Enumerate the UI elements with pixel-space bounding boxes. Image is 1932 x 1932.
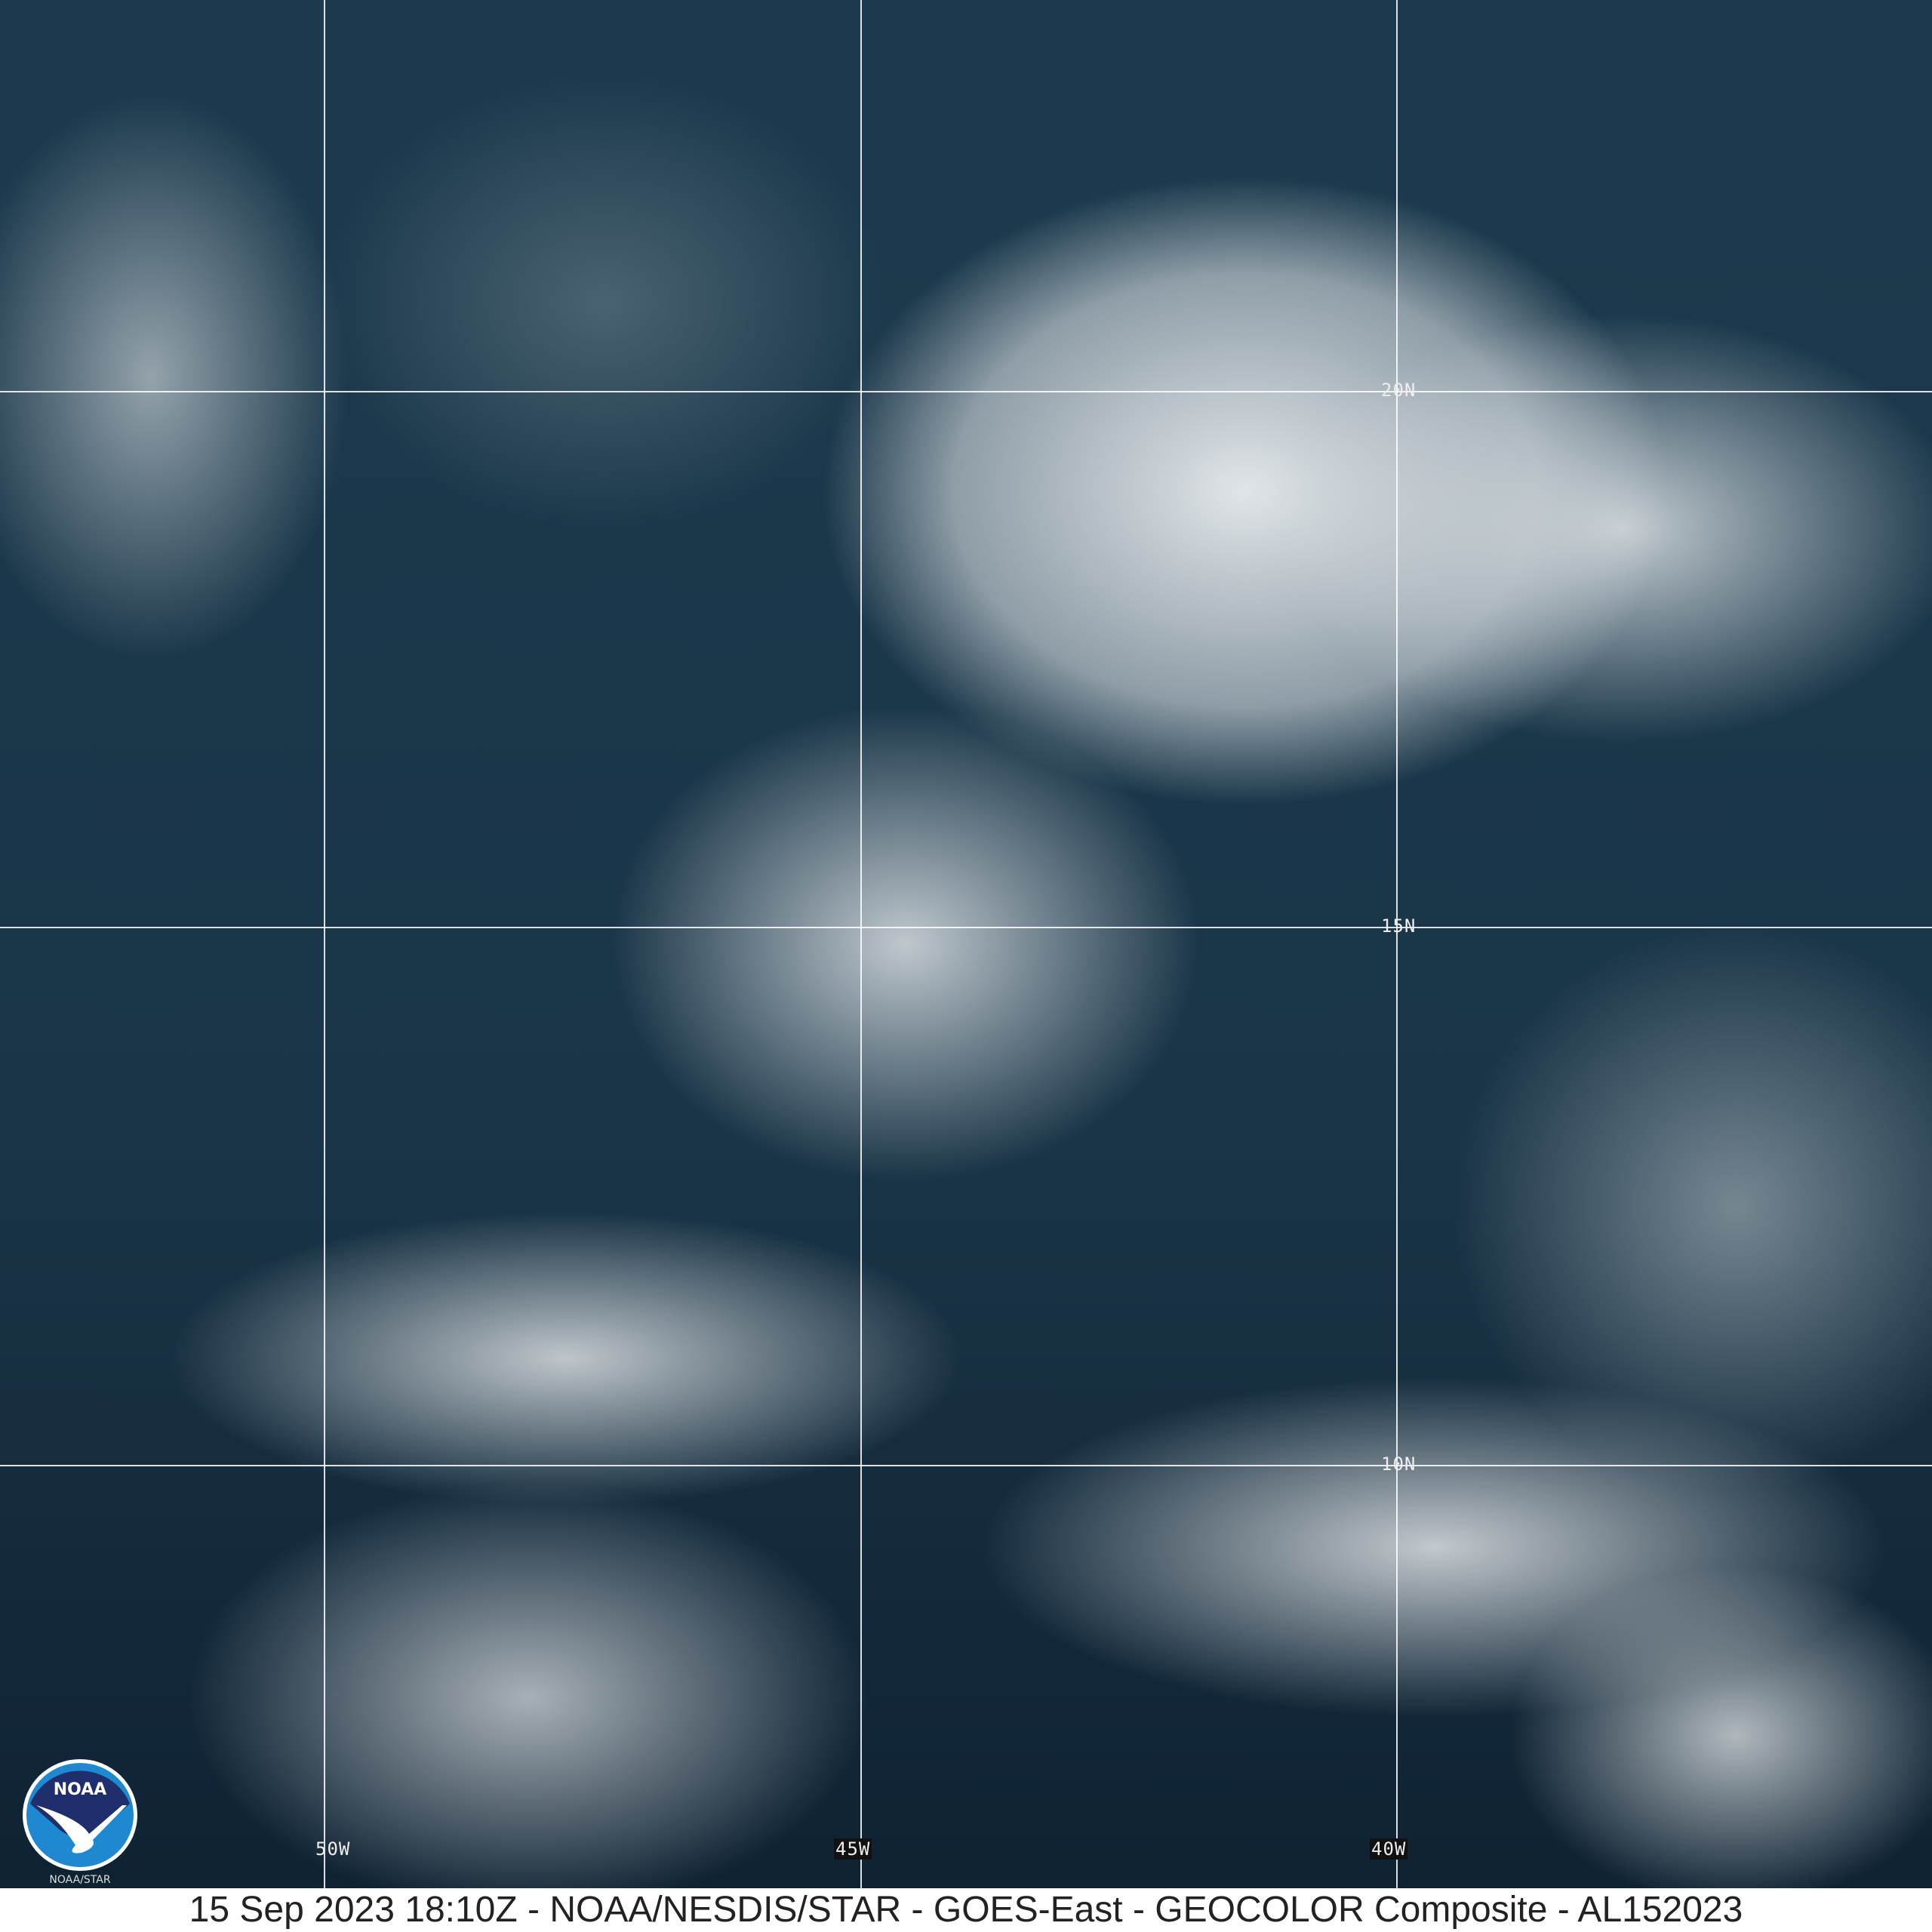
image-caption: 15 Sep 2023 18:10Z - NOAA/NESDIS/STAR - … xyxy=(0,1888,1932,1932)
satellite-image: 20N 15N 10N 50W 45W 40W NOAA NOAA/STAR xyxy=(0,0,1932,1888)
longitude-line-45w xyxy=(860,0,862,1888)
latitude-line-10n xyxy=(0,1465,1932,1466)
latitude-label: 15N xyxy=(1381,915,1417,937)
longitude-label: 50W xyxy=(315,1838,351,1860)
latitude-line-20n xyxy=(0,391,1932,392)
latitude-label: 20N xyxy=(1381,380,1417,401)
longitude-line-50w xyxy=(324,0,325,1888)
longitude-label: 45W xyxy=(834,1838,872,1860)
svg-text:NOAA: NOAA xyxy=(54,1780,107,1799)
svg-text:NOAA/STAR: NOAA/STAR xyxy=(49,1874,110,1886)
longitude-label: 40W xyxy=(1370,1838,1408,1860)
longitude-line-40w xyxy=(1396,0,1398,1888)
latitude-line-15n xyxy=(0,927,1932,928)
noaa-logo: NOAA NOAA/STAR xyxy=(23,1759,137,1886)
latitude-label: 10N xyxy=(1381,1454,1417,1475)
